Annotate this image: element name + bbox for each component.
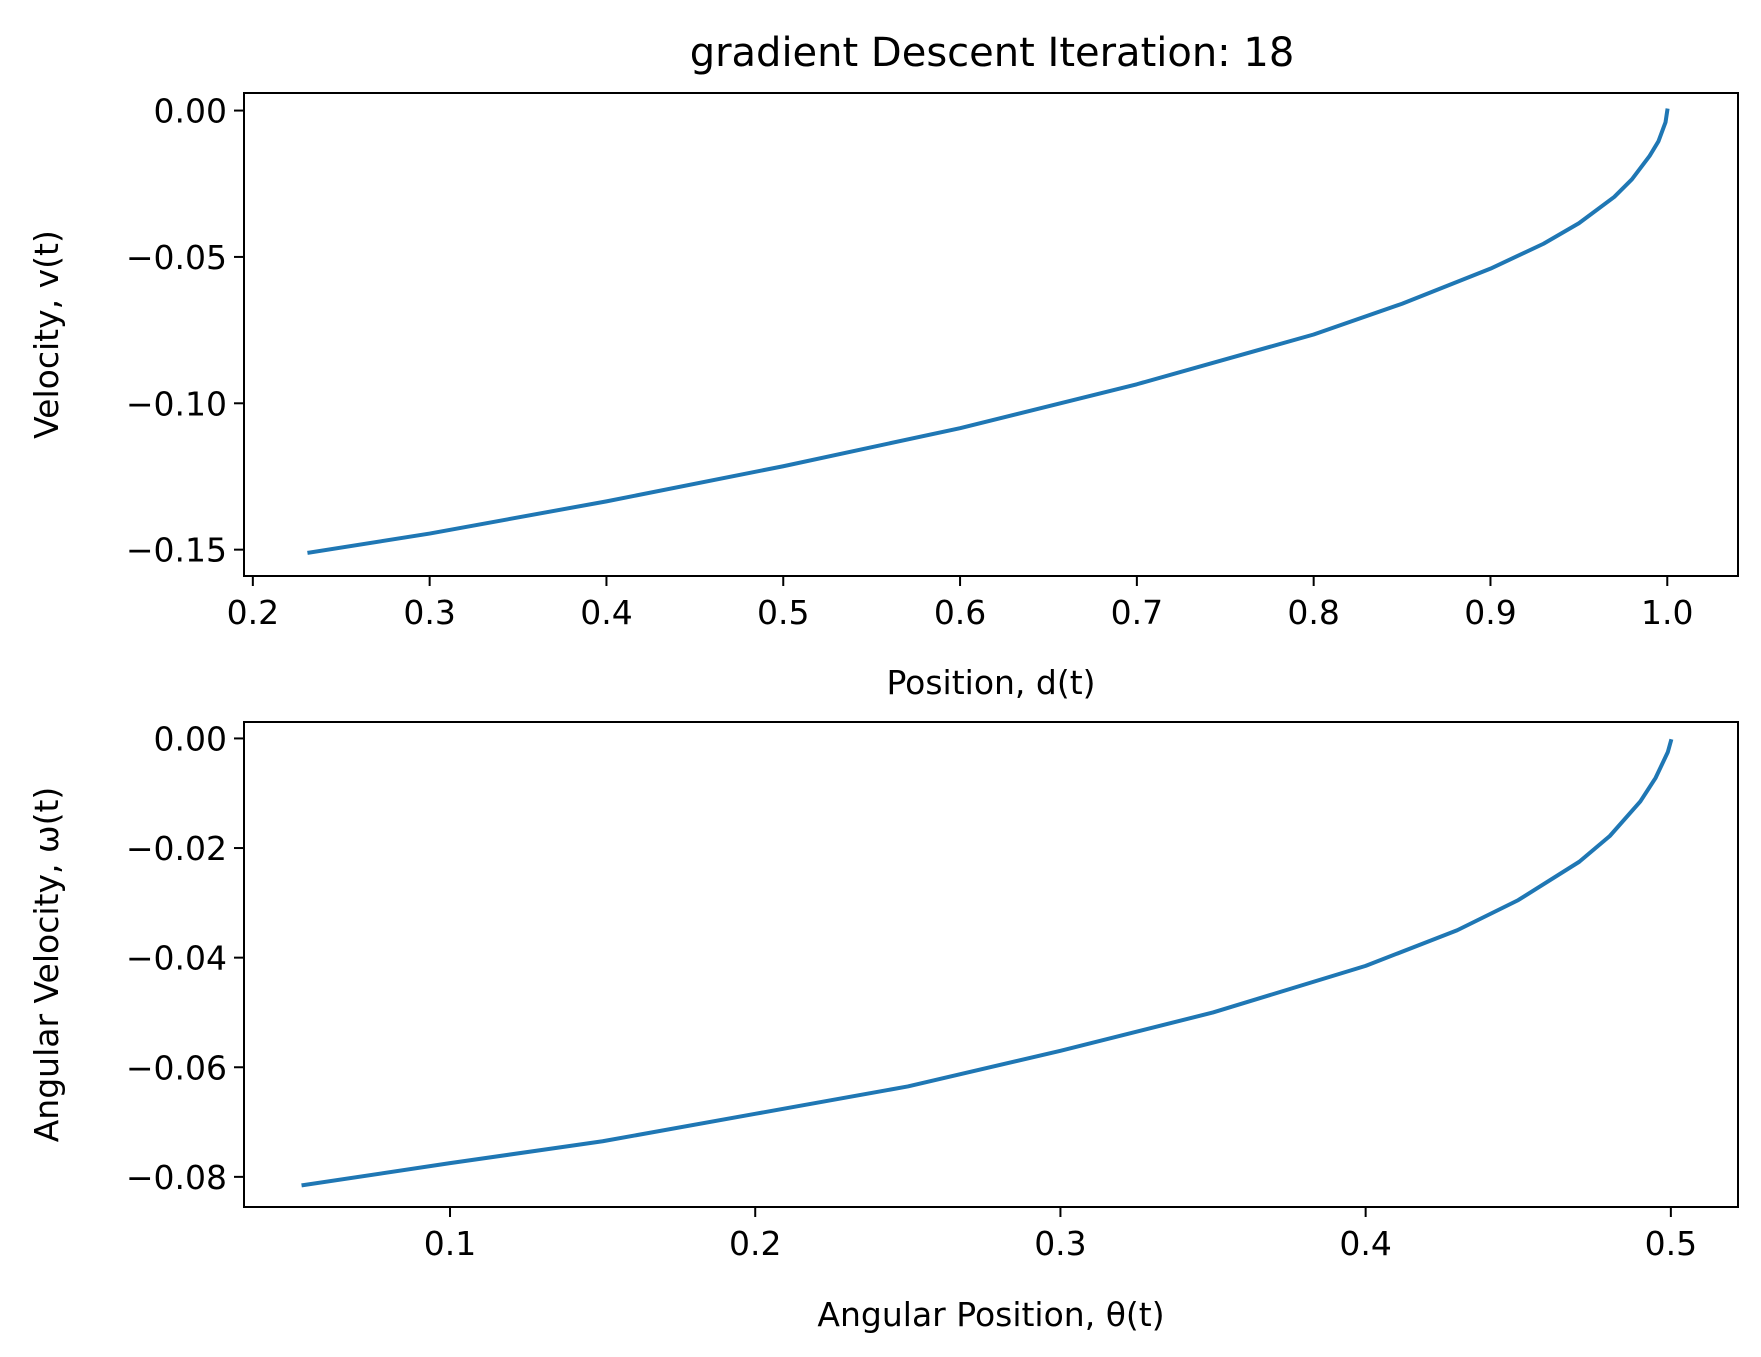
angular-velocity-chart: 0.1 0.2 0.3 0.4 0.5 0.00 −0.02 −0.04 −0.06 −0.08… <box>27 719 1739 1334</box>
y-tick-label: −0.06 <box>126 1048 227 1087</box>
x-axis-label: Position, d(t) <box>886 663 1095 702</box>
x-axis: 0.2 0.3 0.4 0.5 0.6 0.7 0.8 0.9 1.0 <box>227 576 1694 632</box>
x-tick-label: 0.2 <box>227 593 279 632</box>
x-axis-label: Angular Position, θ(t) <box>817 1295 1164 1334</box>
x-tick-label: 0.4 <box>580 593 632 632</box>
x-tick-label: 0.5 <box>1645 1224 1697 1263</box>
y-axis: 0.00 −0.05 −0.10 −0.15 <box>126 92 244 570</box>
plot-frame <box>243 721 1739 1208</box>
x-tick-label: 0.9 <box>1464 593 1516 632</box>
y-tick-label: −0.05 <box>126 238 227 277</box>
y-axis-label: Velocity, v(t) <box>27 230 66 439</box>
y-tick-label: −0.08 <box>126 1158 227 1197</box>
velocity-chart: gradient Descent Iteration: 18 0.2 0.3 0.4… <box>27 30 1739 702</box>
y-tick-label: −0.04 <box>126 939 227 978</box>
x-tick-label: 0.3 <box>1034 1224 1086 1263</box>
x-tick-label: 0.6 <box>934 593 986 632</box>
chart-title: gradient Descent Iteration: 18 <box>690 30 1295 76</box>
x-axis: 0.1 0.2 0.3 0.4 0.5 <box>424 1207 1697 1263</box>
x-tick-label: 0.8 <box>1287 593 1339 632</box>
y-tick-label: −0.15 <box>126 531 227 570</box>
x-tick-label: 0.2 <box>729 1224 781 1263</box>
y-tick-label: −0.02 <box>126 829 227 868</box>
x-tick-label: 0.5 <box>757 593 809 632</box>
y-tick-label: 0.00 <box>154 719 227 758</box>
x-tick-label: 0.1 <box>424 1224 476 1263</box>
x-tick-label: 0.3 <box>403 593 455 632</box>
y-tick-label: 0.00 <box>154 92 227 131</box>
y-tick-label: −0.10 <box>126 384 227 423</box>
x-tick-label: 0.7 <box>1111 593 1163 632</box>
x-tick-label: 0.4 <box>1339 1224 1391 1263</box>
y-axis: 0.00 −0.02 −0.04 −0.06 −0.08 <box>126 719 244 1197</box>
angular-velocity-series-line <box>301 738 1674 1188</box>
y-axis-label: Angular Velocity, ω(t) <box>27 787 66 1143</box>
velocity-series-line <box>307 108 1670 555</box>
x-tick-label: 1.0 <box>1641 593 1693 632</box>
plot-frame <box>243 92 1739 577</box>
